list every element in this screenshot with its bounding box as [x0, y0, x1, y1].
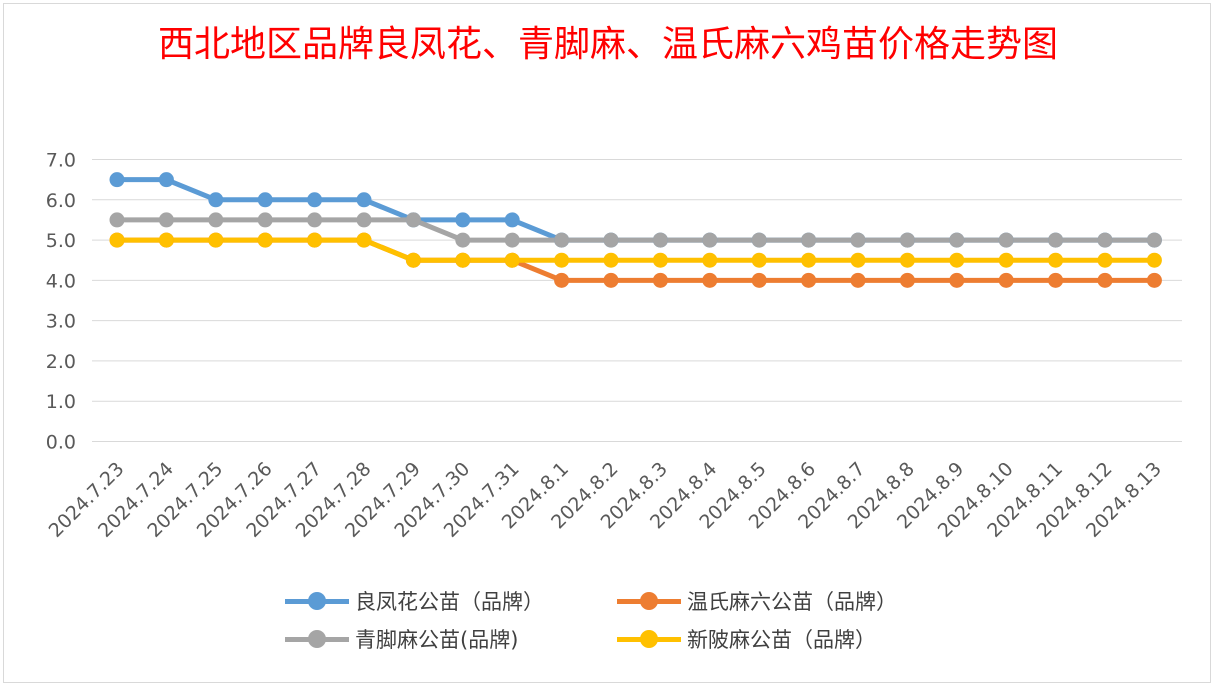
data-point: [257, 232, 273, 248]
data-point: [949, 232, 965, 248]
data-point: [208, 212, 224, 228]
data-point: [1146, 232, 1162, 248]
data-point: [356, 192, 372, 208]
data-point: [455, 232, 471, 248]
y-tick-label: 2.0: [46, 351, 76, 373]
data-point: [405, 252, 421, 268]
legend-swatch: [285, 629, 349, 649]
data-point: [307, 212, 323, 228]
data-point: [998, 272, 1014, 288]
data-point: [801, 272, 817, 288]
data-point: [356, 212, 372, 228]
data-point: [603, 252, 619, 268]
data-point: [702, 272, 718, 288]
data-point: [1048, 272, 1064, 288]
data-point: [554, 232, 570, 248]
legend-item: 温氏麻六公苗（品牌）: [617, 583, 897, 619]
data-point: [1097, 252, 1113, 268]
data-point: [554, 252, 570, 268]
data-point: [801, 232, 817, 248]
legend-swatch: [617, 629, 681, 649]
data-point: [208, 192, 224, 208]
legend-item: 良凤花公苗（品牌）: [285, 583, 544, 619]
y-tick-label: 0.0: [46, 432, 76, 454]
data-point: [1097, 232, 1113, 248]
data-point: [504, 252, 520, 268]
chart-title: 西北地区品牌良凤花、青脚麻、温氏麻六鸡苗价格走势图: [157, 24, 1058, 65]
data-point: [1146, 272, 1162, 288]
data-point: [504, 232, 520, 248]
data-point: [307, 192, 323, 208]
data-point: [850, 272, 866, 288]
legend-swatch: [285, 591, 349, 611]
data-point: [751, 232, 767, 248]
data-point: [158, 212, 174, 228]
data-point: [307, 232, 323, 248]
y-tick-label: 7.0: [46, 150, 76, 172]
data-point: [554, 272, 570, 288]
y-tick-label: 4.0: [46, 270, 76, 292]
data-point: [504, 212, 520, 228]
legend-item: 青脚麻公苗(品牌): [285, 621, 518, 657]
series-line: [114, 217, 1157, 243]
legend-label: 新陂麻公苗（品牌）: [687, 628, 876, 652]
data-point: [850, 232, 866, 248]
data-point: [455, 212, 471, 228]
data-point: [652, 252, 668, 268]
y-tick-label: 3.0: [46, 311, 76, 333]
data-point: [405, 212, 421, 228]
data-point: [109, 232, 125, 248]
data-point: [949, 252, 965, 268]
data-point: [702, 232, 718, 248]
data-point: [652, 232, 668, 248]
legend-label: 温氏麻六公苗（品牌）: [687, 590, 897, 614]
data-point: [899, 232, 915, 248]
data-point: [1146, 252, 1162, 268]
data-point: [998, 232, 1014, 248]
data-point: [603, 272, 619, 288]
data-point: [751, 252, 767, 268]
legend-swatch: [617, 591, 681, 611]
data-point: [998, 252, 1014, 268]
data-point: [158, 172, 174, 188]
data-point: [1048, 252, 1064, 268]
data-point: [801, 252, 817, 268]
data-point: [652, 272, 668, 288]
legend-item: 新陂麻公苗（品牌）: [617, 621, 876, 657]
data-point: [1048, 232, 1064, 248]
data-point: [257, 212, 273, 228]
data-point: [751, 272, 767, 288]
data-point: [949, 272, 965, 288]
data-point: [109, 172, 125, 188]
data-point: [257, 192, 273, 208]
data-point: [208, 232, 224, 248]
data-point: [702, 252, 718, 268]
legend-label: 良凤花公苗（品牌）: [355, 590, 544, 614]
data-point: [109, 212, 125, 228]
series-line: [114, 177, 1157, 243]
data-point: [899, 272, 915, 288]
series-line: [114, 237, 1157, 263]
data-point: [1097, 272, 1113, 288]
data-point: [603, 232, 619, 248]
data-point: [158, 232, 174, 248]
chart-area: [3, 3, 1211, 683]
legend-label: 青脚麻公苗(品牌): [355, 628, 519, 652]
data-point: [850, 252, 866, 268]
y-tick-label: 6.0: [46, 190, 76, 212]
y-tick-label: 1.0: [46, 391, 76, 413]
data-point: [899, 252, 915, 268]
data-point: [455, 252, 471, 268]
data-point: [356, 232, 372, 248]
y-tick-label: 5.0: [46, 230, 76, 252]
